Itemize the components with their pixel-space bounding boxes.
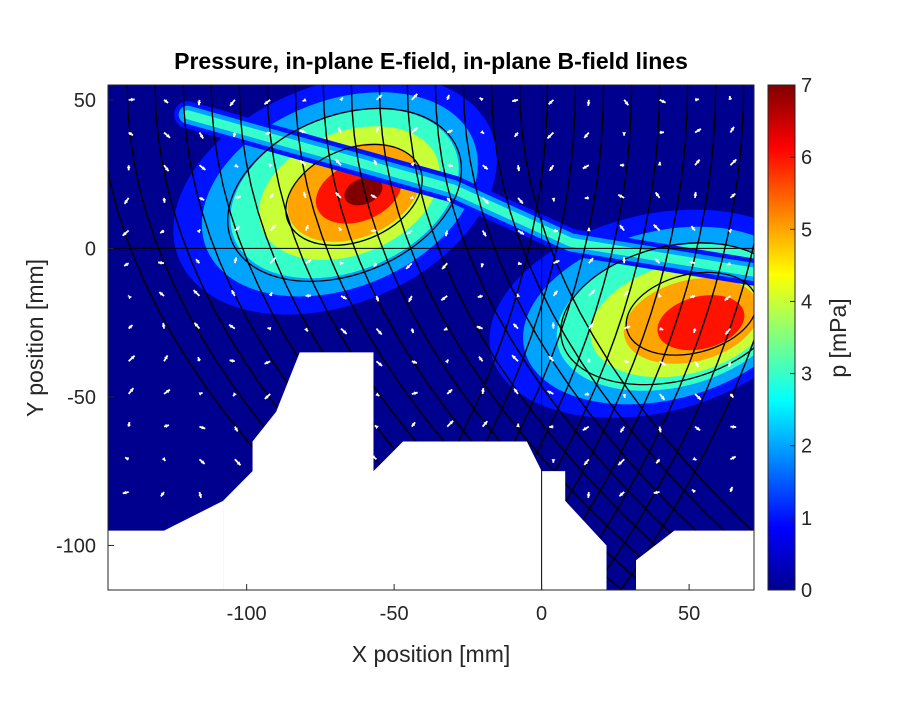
x-tick-label: 0 xyxy=(536,603,547,625)
colorbar-tick-label: 1 xyxy=(801,508,812,530)
y-axis-ticks: 50 0 -50 -100 xyxy=(56,90,114,558)
colorbar-tick-label: 7 xyxy=(801,75,812,97)
colorbar-tick-label: 4 xyxy=(801,291,812,313)
colorbar-tick-label: 2 xyxy=(801,436,812,458)
y-tick-label: 0 xyxy=(85,238,96,260)
x-axis-label: X position [mm] xyxy=(352,641,511,667)
colorbar-gradient xyxy=(768,85,795,590)
colorbar-tick-label: 6 xyxy=(801,147,812,169)
y-axis-label: Y position [mm] xyxy=(22,259,48,417)
y-tick-label: 50 xyxy=(74,90,96,112)
colorbar: 0 1 2 3 4 5 6 7 p [mPa] xyxy=(768,75,851,602)
x-tick-label: 50 xyxy=(678,603,700,625)
colorbar-tick-label: 5 xyxy=(801,219,812,241)
colorbar-tick-label: 0 xyxy=(801,580,812,602)
colorbar-tick-label: 3 xyxy=(801,364,812,386)
colorbar-label: p [mPa] xyxy=(825,298,851,377)
y-tick-label: -50 xyxy=(67,387,96,409)
y-tick-label: -100 xyxy=(56,535,96,557)
x-tick-label: -50 xyxy=(380,603,409,625)
chart-title: Pressure, in-plane E-field, in-plane B-f… xyxy=(174,48,688,74)
plot-area xyxy=(99,30,840,590)
x-tick-label: -100 xyxy=(227,603,267,625)
